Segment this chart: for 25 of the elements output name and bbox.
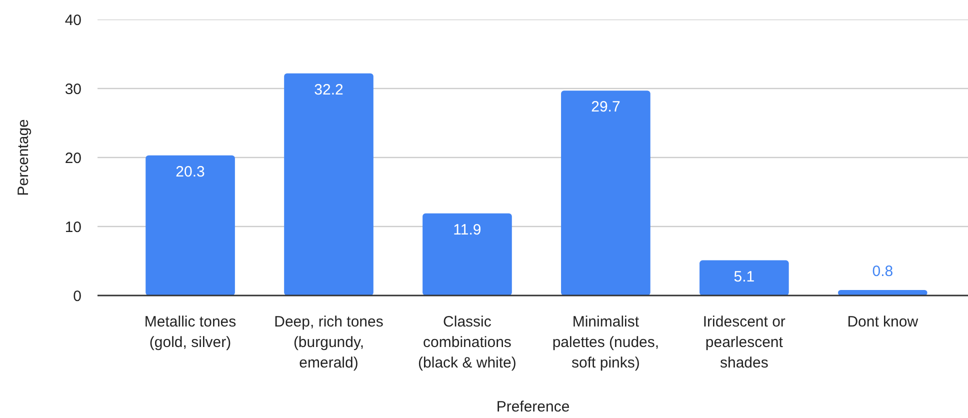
data-label: 32.2 [314,81,344,98]
y-tick-label: 30 [64,81,82,98]
x-tick-label: Iridescent or pearlescent shades [702,314,786,372]
x-tick-label: Minimalist palettes (nudes, soft pinks) [552,314,660,372]
bar [561,90,650,296]
data-label: 20.3 [176,163,205,180]
bar [146,155,235,296]
y-tick-label: 0 [73,288,82,305]
bar [284,73,374,296]
y-axis-title: Percentage [14,119,32,196]
y-tick-label: 10 [64,219,82,236]
y-tick-label: 20 [64,150,82,167]
x-tick-label: Deep, rich tones (burgundy, emerald) [274,314,384,372]
y-tick-label: 40 [64,12,82,29]
data-label: 11.9 [453,221,482,238]
bar [838,290,928,296]
data-label: 0.8 [872,262,894,280]
bar [422,213,512,296]
x-axis-title: Preference [496,398,570,416]
x-tick-label: Metallic tones (gold, silver) [144,314,236,351]
x-tick-label: Classic combinations (black & white) [418,314,516,372]
x-tick-label: Dont know [847,314,918,330]
data-label: 5.1 [734,268,755,286]
bar [700,260,789,296]
data-label: 29.7 [591,98,620,116]
